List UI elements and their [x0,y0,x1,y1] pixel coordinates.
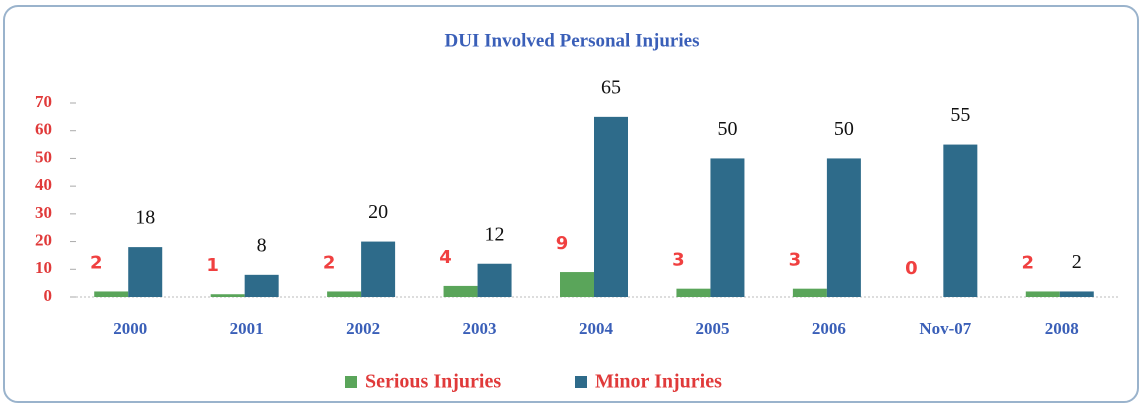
x-tick-label: 2003 [463,319,497,338]
frame [3,5,1139,403]
data-label: 50 [717,118,737,140]
data-label: 65 [601,76,621,98]
bar [826,158,861,297]
bar [210,294,245,297]
bar [361,241,396,297]
bar [1025,291,1060,297]
data-label: 12 [485,223,505,245]
data-label: 2 [90,252,103,273]
chart-title: DUI Involved Personal Injuries [445,30,700,51]
bar [792,288,827,297]
data-label: 50 [834,118,854,140]
bar [1059,291,1094,297]
data-label: 4 [439,247,452,268]
bar [943,144,978,297]
legend-swatch [345,376,357,388]
x-tick-label: 2005 [695,319,729,338]
x-tick-label: Nov-07 [919,319,971,338]
x-tick-label: 2000 [113,319,147,338]
bar [594,116,628,297]
bar [710,158,745,297]
y-tick-label: 30 [35,203,52,222]
bar [128,247,163,297]
data-label: 2 [1072,251,1082,273]
legend-label: Minor Injuries [595,371,722,393]
y-tick-label: 40 [35,175,52,194]
bar [244,274,279,297]
data-label: 18 [135,207,155,229]
data-label: 2 [1022,252,1035,273]
data-label: 0 [905,258,918,279]
y-tick-label: 20 [35,230,52,249]
bar [327,291,362,297]
x-tick-label: 2006 [812,319,846,338]
data-label: 9 [556,233,569,254]
data-label: 20 [368,201,388,223]
y-tick-label: 10 [35,258,52,277]
legend-swatch [575,376,587,388]
x-tick-label: 2008 [1045,319,1079,338]
bar [560,272,594,297]
data-label: 1 [206,255,219,276]
legend-label: Serious Injuries [365,371,501,393]
data-label: 3 [672,250,685,271]
x-tick-label: 2004 [579,319,614,338]
data-label: 55 [950,104,970,126]
data-label: 8 [257,234,267,256]
bar [477,263,512,297]
x-tick-label: 2002 [346,319,380,338]
y-tick-label: 60 [35,120,52,139]
bar [94,291,129,297]
bar [443,285,478,297]
data-label: 2 [323,252,336,273]
data-label: 3 [789,250,802,271]
y-tick-label: 50 [35,147,52,166]
y-tick-label: 0 [44,286,53,305]
bar [676,288,711,297]
y-tick-label: 70 [35,92,52,111]
x-tick-label: 2001 [230,319,264,338]
